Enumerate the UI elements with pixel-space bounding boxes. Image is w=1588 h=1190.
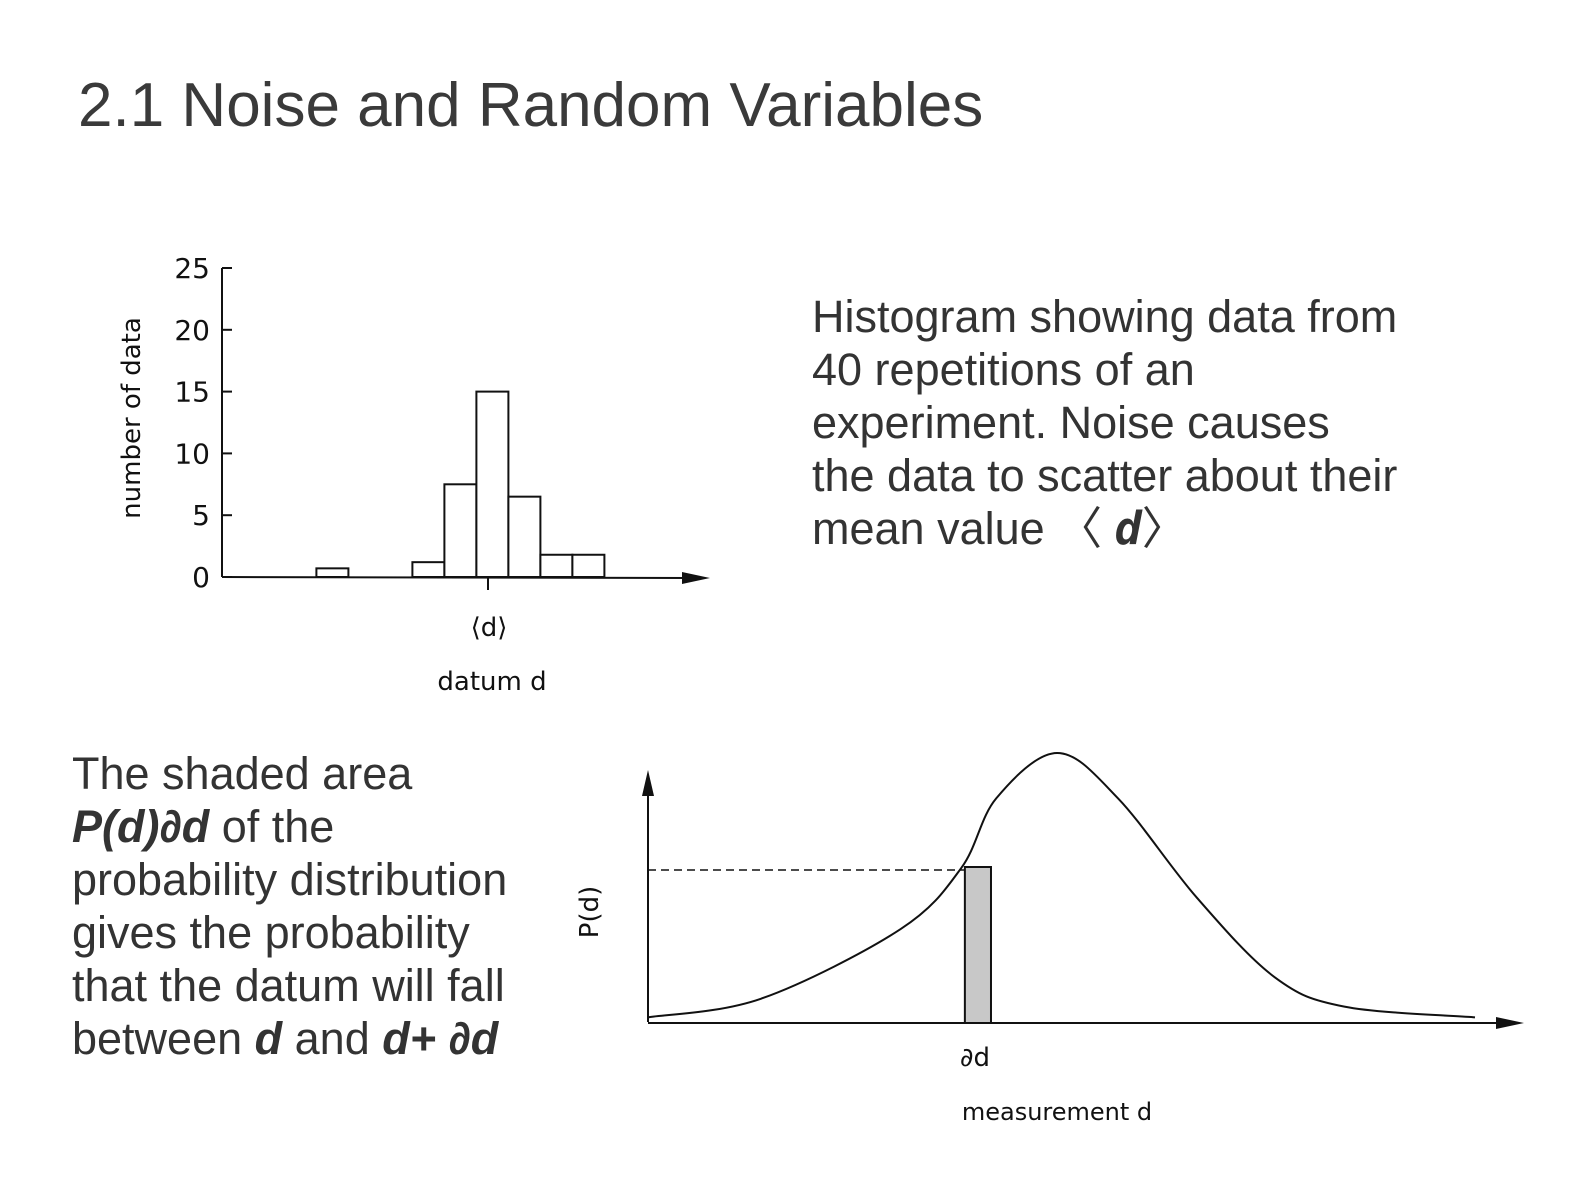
y-axis-arrow (642, 770, 654, 796)
histogram-bar (411, 561, 446, 579)
caption-line: the data to scatter about their (812, 450, 1398, 501)
caption-text: and (282, 1013, 383, 1064)
histogram-caption: Histogram showing data from 40 repetitio… (812, 290, 1512, 555)
caption-line: Histogram showing data from (812, 291, 1398, 342)
y-axis-label: number of data (117, 317, 147, 519)
caption-line: mean value 〈 d〉 (812, 502, 1512, 555)
caption-emphasis: d+ ∂d (382, 1013, 499, 1064)
histogram: ⟨d⟩ datum d number of data 0 5 10 15 20 25 (117, 252, 710, 697)
caption-emphasis: P(d)∂d (72, 801, 210, 852)
caption-line: P(d)∂d of the (72, 800, 572, 853)
slide-title: 2.1 Noise and Random Variables (78, 71, 984, 140)
caption-line: gives the probability (72, 907, 470, 958)
shaded-probability-area (963, 866, 992, 1024)
y-ticks: 0 5 10 15 20 25 (174, 252, 232, 594)
histogram-bar (443, 483, 478, 578)
y-tick-label: 20 (174, 314, 210, 347)
y-tick-label: 0 (192, 561, 210, 594)
histogram-bar (539, 553, 574, 579)
x-axis-arrow (682, 572, 710, 584)
distribution-plot: ∂d measurement d P(d) (575, 751, 1524, 1126)
x-axis-label: datum d (437, 667, 546, 697)
close-bracket: 〉 (1141, 503, 1187, 554)
caption-line: probability distribution (72, 854, 508, 905)
x-axis-arrow (1496, 1017, 1524, 1029)
caption-line: 40 repetitions of an (812, 344, 1195, 395)
y-axis-label: P(d) (575, 886, 605, 938)
probability-curve (647, 751, 1476, 1019)
caption-line: experiment. Noise causes (812, 397, 1330, 448)
y-tick-label: 15 (174, 376, 210, 409)
caption-text: between (72, 1013, 255, 1064)
y-tick-label: 10 (174, 437, 210, 470)
distribution-caption: The shaded area P(d)∂d of the probabilit… (72, 747, 572, 1065)
dd-label: ∂d (960, 1043, 990, 1073)
caption-line: between d and d+ ∂d (72, 1012, 572, 1065)
caption-line: The shaded area (72, 748, 413, 799)
mean-label: ⟨d⟩ (471, 613, 508, 643)
histogram-bar (571, 553, 606, 579)
caption-emphasis: d (254, 1013, 283, 1064)
mean-symbol: d (1114, 502, 1142, 555)
x-axis-label: measurement d (962, 1098, 1152, 1126)
histogram-bar (475, 390, 510, 578)
caption-line: that the datum will fall (72, 960, 505, 1011)
histogram-bar (507, 495, 542, 578)
histogram-bars (315, 390, 606, 579)
y-tick-label: 5 (192, 499, 210, 532)
caption-text: of the (209, 801, 335, 852)
histogram-bar (315, 567, 350, 579)
caption-text: mean value 〈 (812, 503, 1103, 554)
y-tick-label: 25 (174, 252, 210, 285)
